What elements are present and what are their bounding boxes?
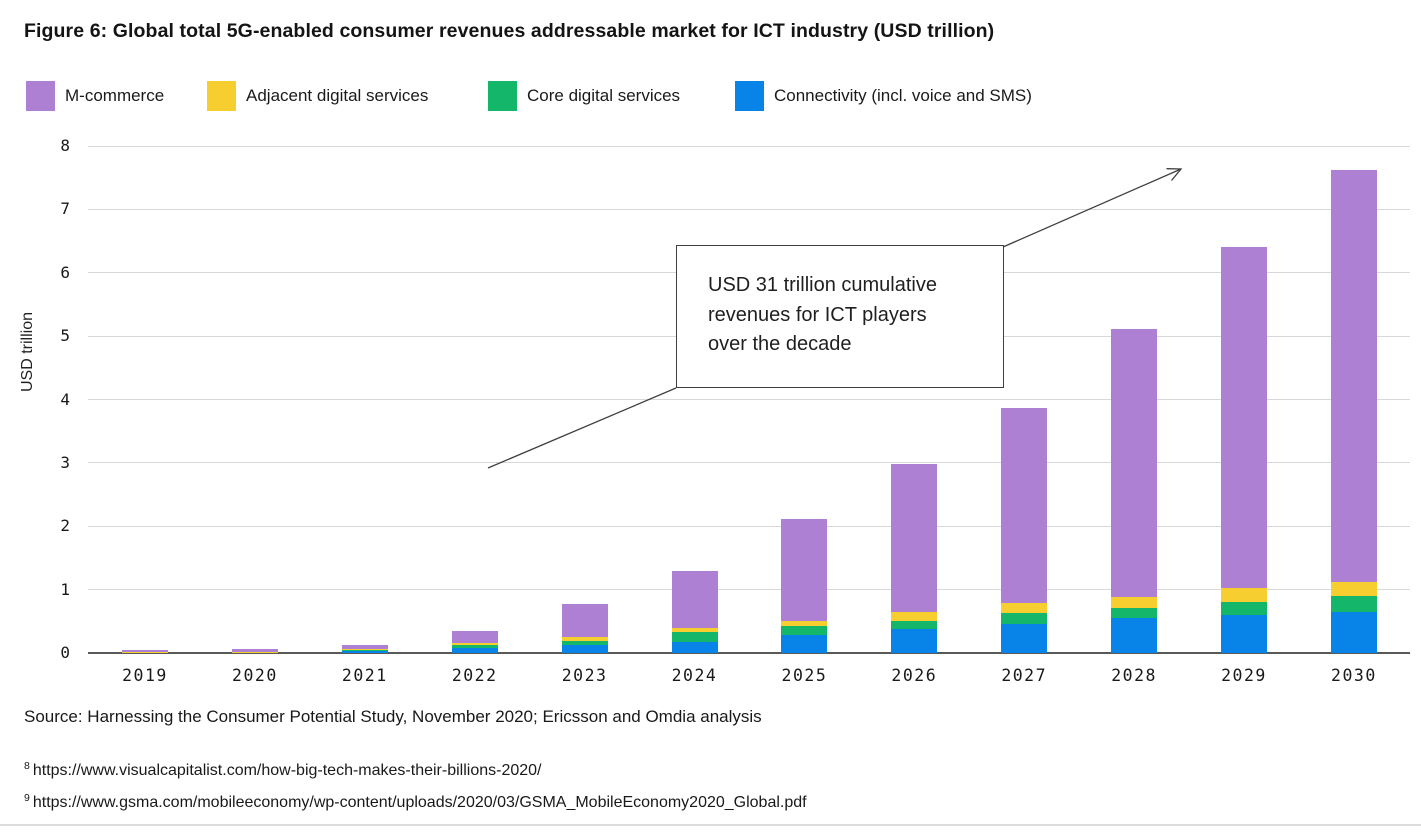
- bar-segment-2030: [1330, 595, 1377, 612]
- x-tick-label: 2024: [671, 666, 718, 685]
- x-tick-label: 2019: [122, 666, 168, 685]
- bar-segment-2021: [341, 651, 388, 653]
- bar-segment-2024: [671, 571, 718, 629]
- bar-segment-2029: [1221, 602, 1267, 615]
- x-tick-label: 2029: [1221, 666, 1267, 685]
- legend-label: Adjacent digital services: [246, 86, 429, 105]
- bar-segment-2025: [781, 621, 828, 627]
- x-tick-label: 2028: [1111, 666, 1157, 685]
- source-text: Source: Harnessing the Consumer Potentia…: [24, 707, 762, 726]
- bar-segment-2024: [671, 628, 718, 633]
- bar-segment-2026: [891, 463, 938, 612]
- bar-segment-2022: [451, 645, 498, 648]
- bar-segment-2029: [1221, 588, 1267, 603]
- bar-segment-2023: [561, 640, 608, 645]
- bar-segment-2022: [451, 647, 498, 653]
- annotation-line: over the decade: [708, 333, 852, 355]
- footnote-url: https://www.visualcapitalist.com/how-big…: [32, 762, 542, 779]
- bar-segment-2020: [231, 652, 278, 653]
- gridline: [88, 462, 1410, 464]
- bar-segment-2027: [1001, 602, 1048, 614]
- bar-segment-2022: [451, 642, 498, 646]
- bar-segment-2019: [122, 652, 168, 653]
- bar-segment-2022: [451, 630, 498, 643]
- gridline: [88, 399, 1410, 400]
- y-tick-label: 7: [60, 199, 70, 219]
- bar-segment-2025: [781, 635, 828, 653]
- x-tick-label: 2023: [561, 666, 608, 685]
- legend-swatch-icon: [26, 81, 55, 111]
- bar-segment-2026: [891, 628, 938, 653]
- y-tick-label: 8: [60, 136, 70, 155]
- legend-label: Core digital services: [527, 86, 681, 105]
- footnote-url: https://www.gsma.com/mobileeconomy/wp-co…: [32, 794, 807, 811]
- bar-segment-2029: [1221, 246, 1267, 589]
- y-axis-title: USD trillion: [19, 311, 36, 393]
- x-tick-label: 2020: [232, 666, 278, 685]
- bar-segment-2021: [341, 649, 388, 652]
- callout-leader-line: [487, 387, 677, 469]
- bar-segment-2028: [1111, 618, 1158, 653]
- bar-segment-2024: [671, 641, 718, 653]
- legend-swatch-icon: [207, 81, 236, 111]
- y-tick-label: 3: [60, 452, 70, 472]
- bar-segment-2028: [1111, 328, 1158, 598]
- gridline: [88, 525, 1410, 527]
- footnote-marker: 9: [24, 792, 30, 804]
- y-tick-label: 4: [60, 389, 70, 409]
- x-tick-label: 2026: [891, 666, 938, 685]
- y-tick-label: 2: [60, 516, 70, 536]
- figure-title: Figure 6: Global total 5G-enabled consum…: [24, 20, 995, 42]
- bar-segment-2030: [1330, 611, 1377, 653]
- bar-segment-2030: [1330, 170, 1377, 583]
- bar-segment-2023: [561, 604, 608, 638]
- legend-label: Connectivity (incl. voice and SMS): [774, 86, 1032, 105]
- annotation-callout: USD 31 trillion cumulative revenues for …: [676, 245, 1004, 388]
- x-tick-label: 2022: [451, 666, 498, 685]
- bar-segment-2025: [781, 626, 828, 636]
- bar-segment-2030: [1330, 582, 1377, 596]
- bar-segment-2021: [341, 644, 388, 649]
- bar-segment-2020: [231, 649, 278, 652]
- footnote-9: 9 https://www.gsma.com/mobileeconomy/wp-c…: [24, 792, 807, 812]
- bar-segment-2026: [891, 620, 938, 629]
- y-tick-label: 6: [60, 262, 70, 282]
- footnote-8: 8 https://www.visualcapitalist.com/how-bi…: [24, 760, 541, 780]
- bar-segment-2027: [1001, 613, 1048, 624]
- bar-segment-2025: [781, 519, 828, 622]
- annotation-line: revenues for ICT players: [708, 303, 927, 326]
- gridline: [88, 589, 1410, 591]
- bar-segment-2026: [891, 611, 938, 621]
- footnote-marker: 8: [24, 760, 30, 772]
- y-tick-label: 5: [60, 326, 70, 346]
- annotation-line: USD 31 trillion cumulative: [708, 274, 937, 296]
- bar-segment-2024: [671, 632, 718, 642]
- bar-segment-2021: [341, 648, 388, 650]
- legend-label: M-commerce: [65, 86, 165, 105]
- bar-segment-2028: [1111, 597, 1158, 608]
- x-tick-label: 2027: [1001, 666, 1048, 685]
- bar-segment-2023: [561, 637, 608, 641]
- gridline: [88, 208, 1410, 210]
- legend-swatch-icon: [488, 81, 517, 111]
- trend-arrow-head-icon: [1166, 168, 1183, 181]
- page-divider: [0, 824, 1421, 826]
- bar-segment-2029: [1221, 614, 1267, 653]
- gridline: [88, 145, 1410, 147]
- x-tick-label: 2030: [1331, 666, 1377, 685]
- bar-segment-2027: [1001, 623, 1048, 653]
- bar-segment-2027: [1001, 408, 1048, 603]
- bar-segment-2019: [122, 649, 168, 652]
- bar-segment-2023: [561, 644, 608, 653]
- y-tick-label: 0: [60, 643, 70, 662]
- x-axis-baseline: [88, 652, 1410, 654]
- x-tick-label: 2021: [341, 666, 388, 685]
- legend-swatch-icon: [735, 81, 764, 111]
- x-tick-label: 2025: [781, 666, 828, 685]
- y-tick-label: 1: [60, 579, 70, 599]
- bar-segment-2028: [1111, 608, 1158, 619]
